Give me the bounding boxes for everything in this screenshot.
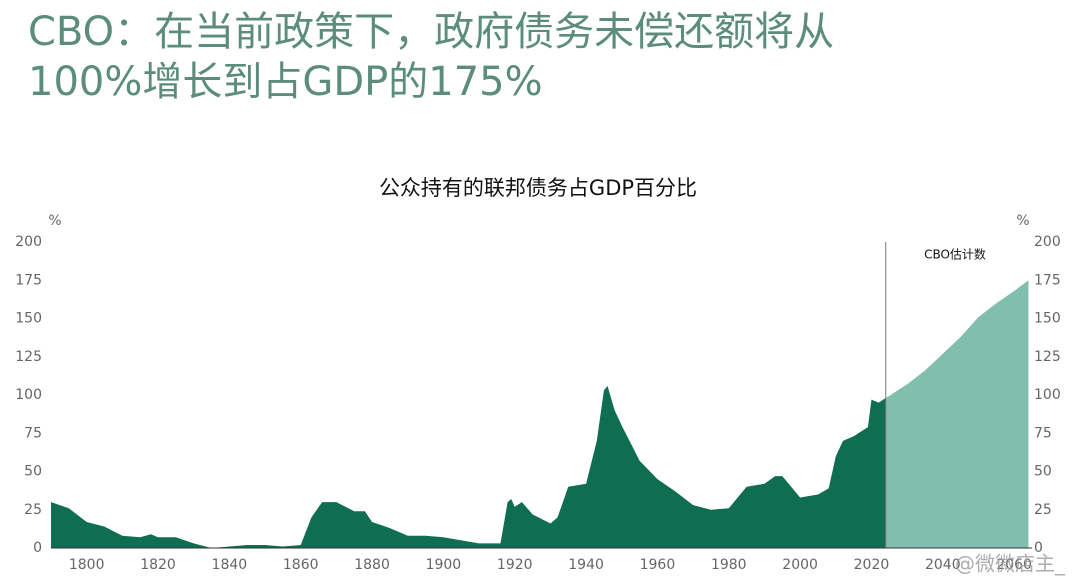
x-tick-label: 1940 [568, 557, 604, 573]
x-tick-label: 1980 [711, 557, 747, 573]
x-tick-label: 2020 [854, 557, 890, 573]
x-tick-label: 1920 [497, 557, 533, 573]
x-tick-label: 2060 [996, 557, 1032, 573]
y2-tick-label: 75 [1034, 425, 1052, 441]
y-tick-label: 125 [15, 349, 42, 365]
x-tick-label: 1840 [212, 557, 248, 573]
heading-line: CBO：在当前政策下，政府债务未偿还额将从 [28, 9, 834, 55]
x-tick-label: 2000 [782, 557, 818, 573]
heading-line: 100%增长到占GDP的175% [28, 59, 543, 105]
y2-tick-label: 25 [1034, 502, 1052, 518]
plot: 0255075100125150175200025507510012515017… [15, 234, 1060, 573]
y2-tick-label: 50 [1034, 464, 1052, 480]
x-tick-label: 2040 [925, 557, 961, 573]
x-tick-label: 1800 [69, 557, 105, 573]
x-tick-label: 1900 [426, 557, 462, 573]
y2-tick-label: 175 [1034, 272, 1061, 288]
y-tick-label: 175 [15, 272, 42, 288]
y2-tick-label: 0 [1034, 540, 1043, 556]
y2-tick-label: 150 [1034, 311, 1061, 327]
area [51, 385, 886, 548]
y2-tick-label: 125 [1034, 349, 1061, 365]
y-tick-label: 25 [24, 502, 42, 518]
y2-tick-label: 100 [1034, 387, 1061, 403]
y-tick-label: 150 [15, 311, 42, 327]
x-tick-label: 1860 [283, 557, 319, 573]
y-tick-label: 100 [15, 387, 42, 403]
x-tick-label: 1820 [140, 557, 176, 573]
x-tick-label: 1880 [354, 557, 390, 573]
y-tick-label: 75 [24, 425, 42, 441]
y-tick-label: 50 [24, 464, 42, 480]
y2-tick-label: 200 [1034, 234, 1061, 250]
y-tick-label: 200 [15, 234, 42, 250]
y2-unit: % [1016, 213, 1029, 229]
annotation-text: CBO估计数 [924, 247, 986, 262]
y-unit: % [48, 213, 61, 229]
chart-title: 公众持有的联邦债务占GDP百分比 [379, 176, 697, 200]
x-tick-label: 1960 [640, 557, 676, 573]
watermark: @微微店主_ [955, 552, 1066, 576]
y-tick-label: 0 [33, 540, 42, 556]
area [885, 280, 1029, 548]
